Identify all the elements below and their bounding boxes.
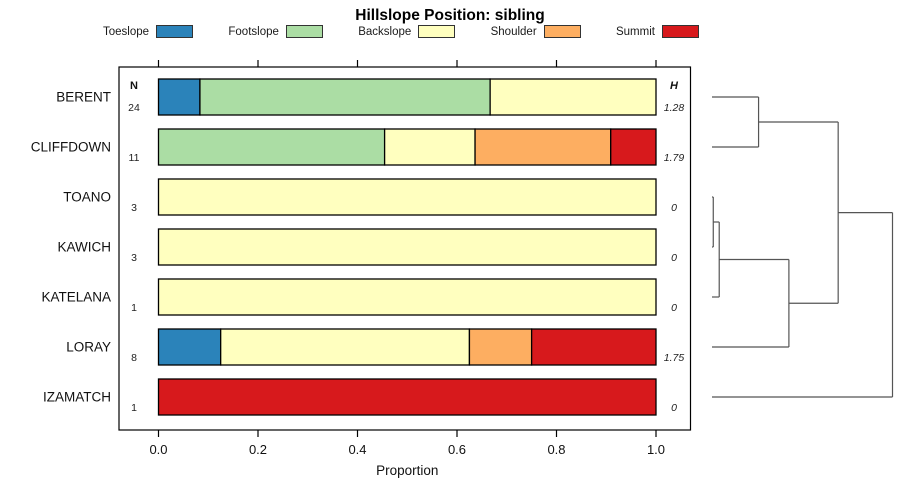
row-label: CLIFFDOWN (31, 140, 111, 155)
x-tick-label: 0.6 (448, 442, 466, 457)
bar-segment (157, 378, 657, 416)
n-value: 1 (131, 402, 137, 414)
legend-swatch (543, 25, 581, 38)
bar-segment (157, 328, 222, 366)
plot-box (118, 66, 692, 431)
row-label: BERENT (56, 90, 111, 105)
legend-item: Toeslope (103, 25, 194, 38)
row-label: LORAY (66, 340, 111, 355)
n-value: 24 (128, 102, 140, 114)
bar-segment (383, 128, 476, 166)
n-column-header: N (130, 80, 138, 92)
chart-title: Hillslope Position: sibling (355, 7, 545, 24)
row-label: IZAMATCH (43, 390, 111, 405)
h-value: 1.75 (664, 352, 685, 364)
n-value: 3 (131, 202, 137, 214)
x-tick-label: 1.0 (647, 442, 665, 457)
h-value: 0 (671, 202, 677, 214)
legend-item: Summit (616, 25, 699, 38)
n-value: 3 (131, 252, 137, 264)
x-tick-label: 0.2 (249, 442, 267, 457)
n-value: 1 (131, 302, 137, 314)
legend-swatch (156, 25, 194, 38)
bar-segment (474, 128, 612, 166)
legend-swatch (285, 25, 323, 38)
legend-swatch (418, 25, 456, 38)
bar-segment (530, 328, 657, 366)
bar-segment (157, 178, 657, 216)
legend-item-label: Toeslope (103, 25, 150, 38)
legend: Toeslope Footslope Backslope Shoulder Summit (103, 25, 699, 38)
bar-segment (157, 128, 386, 166)
x-tick-label: 0.0 (149, 442, 167, 457)
bar-segment (489, 78, 657, 116)
bar-segment (468, 328, 533, 366)
legend-item-label: Footslope (228, 25, 279, 38)
legend-item: Footslope (228, 25, 323, 38)
h-value: 1.28 (664, 102, 685, 114)
n-value: 8 (131, 352, 137, 364)
legend-item-label: Backslope (358, 25, 412, 38)
h-value: 0 (671, 302, 677, 314)
bar-segment (157, 78, 201, 116)
bar-segment (199, 78, 491, 116)
h-value: 1.79 (664, 152, 685, 164)
row-label: TOANO (63, 190, 111, 205)
legend-item-label: Shoulder (490, 25, 537, 38)
row-label: KAWICH (58, 240, 112, 255)
n-value: 11 (129, 152, 140, 164)
x-tick-label: 0.8 (547, 442, 565, 457)
legend-item: Backslope (358, 25, 456, 38)
legend-item-label: Summit (615, 25, 655, 38)
bar-segment (220, 328, 471, 366)
h-column-header: H (670, 80, 679, 92)
bar-segment (157, 228, 657, 266)
legend-item: Shoulder (491, 25, 581, 38)
h-value: 0 (671, 252, 677, 264)
legend-swatch (661, 25, 699, 38)
row-label: KATELANA (41, 290, 111, 305)
x-tick-label: 0.4 (348, 442, 366, 457)
h-value: 0 (671, 402, 677, 414)
dendrogram (712, 96, 894, 398)
x-axis-title: Proportion (376, 463, 438, 478)
bar-segment (610, 128, 657, 166)
bar-segment (157, 278, 657, 316)
